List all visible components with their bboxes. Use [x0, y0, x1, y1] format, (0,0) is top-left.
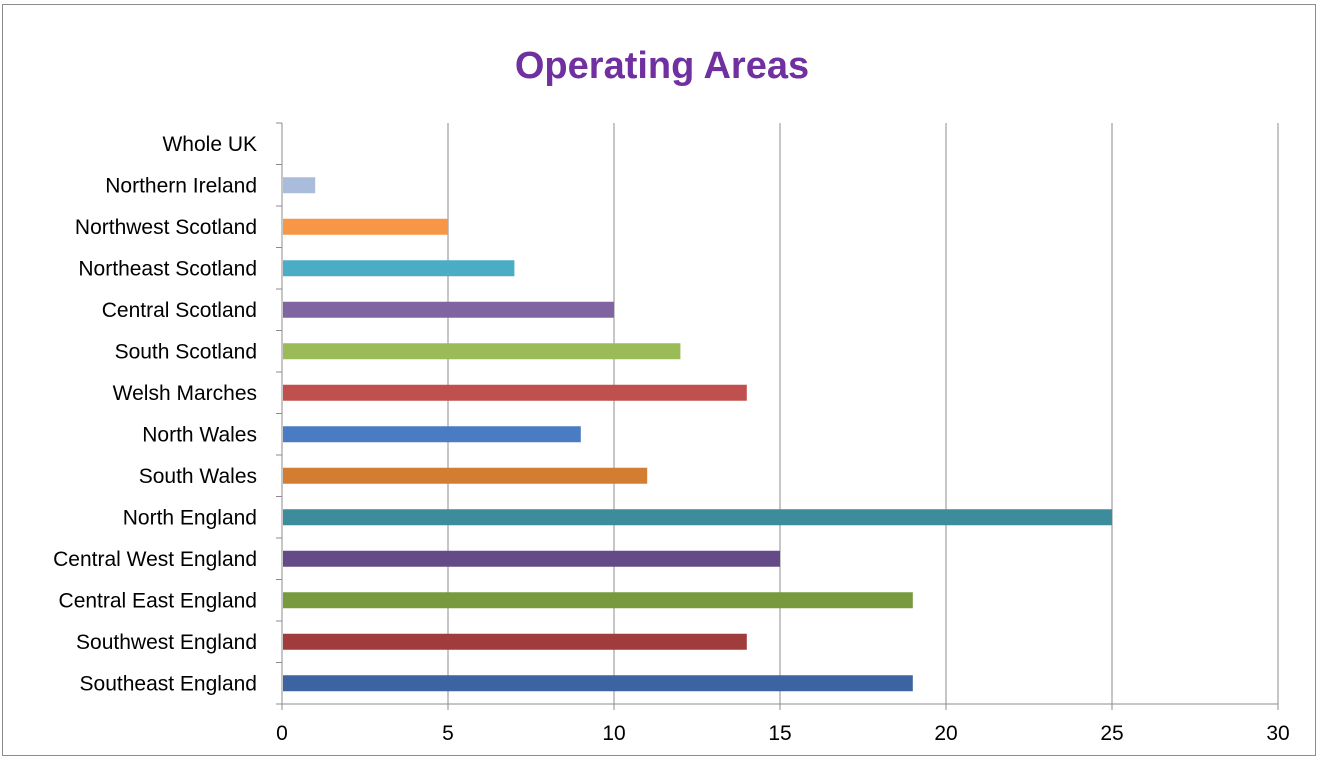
bar: [283, 218, 448, 235]
category-label: South Scotland: [115, 340, 257, 363]
category-label: North Wales: [142, 423, 257, 446]
bar: [283, 426, 581, 443]
x-tick-label: 10: [602, 722, 625, 745]
chart-title: Operating Areas: [515, 45, 809, 87]
category-label: Northern Ireland: [105, 174, 257, 197]
x-tick-label: 30: [1266, 722, 1289, 745]
bar: [283, 260, 515, 277]
x-tick-label: 15: [768, 722, 791, 745]
bars: [283, 177, 1112, 692]
x-tick-label: 20: [934, 722, 957, 745]
category-label: Central East England: [59, 589, 257, 612]
bar-chart: Operating Areas Southeast England Southwe…: [53, 45, 1290, 745]
category-label: North England: [123, 506, 257, 529]
bar: [283, 675, 913, 692]
axes: [276, 122, 1279, 710]
bar: [283, 177, 316, 194]
category-label: Northeast Scotland: [78, 257, 257, 280]
bar: [283, 467, 648, 484]
bar: [283, 301, 614, 318]
bar: [283, 592, 913, 609]
category-label: Northwest Scotland: [75, 216, 257, 239]
category-labels: Southeast England Southwest England Centra…: [53, 133, 257, 696]
category-label: Central West England: [53, 548, 257, 571]
x-tick-label: 5: [442, 722, 454, 745]
category-label: Southeast England: [80, 672, 257, 695]
gridlines: [447, 123, 1279, 704]
bar: [283, 343, 681, 360]
category-label: South Wales: [139, 465, 257, 488]
x-tick-labels: 0 5 10 15 20 25 30: [276, 722, 1290, 745]
category-label: Southwest England: [76, 631, 257, 654]
bar: [283, 633, 747, 650]
bar: [283, 509, 1112, 526]
x-tick-label: 25: [1100, 722, 1123, 745]
chart-frame: Operating Areas Southeast England Southwe…: [2, 4, 1316, 756]
bar: [283, 550, 780, 567]
category-label: Whole UK: [162, 133, 257, 156]
category-label: Central Scotland: [102, 299, 257, 322]
category-label: Welsh Marches: [113, 382, 257, 405]
x-tick-label: 0: [276, 722, 288, 745]
bar: [283, 384, 747, 401]
